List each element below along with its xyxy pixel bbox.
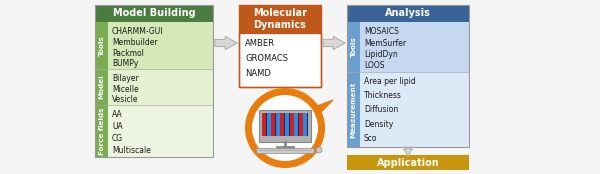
Circle shape [245, 88, 325, 168]
Text: Analysis: Analysis [385, 9, 431, 18]
Polygon shape [215, 37, 237, 49]
Text: Area per lipid: Area per lipid [364, 77, 416, 86]
Text: MOSAICS: MOSAICS [364, 27, 399, 36]
Bar [294, 113, 298, 136]
Bar [262, 113, 266, 136]
Circle shape [316, 147, 322, 153]
Bar [290, 113, 293, 136]
Bar [276, 113, 280, 136]
Text: LOOS: LOOS [364, 61, 385, 70]
Text: Tools: Tools [350, 37, 356, 57]
Bar [95, 5, 213, 157]
Bar [95, 5, 213, 22]
Text: Density: Density [364, 120, 393, 129]
Bar [271, 113, 275, 136]
Text: Micelle: Micelle [112, 85, 139, 94]
Bar [262, 113, 308, 136]
Bar [239, 5, 321, 87]
Polygon shape [307, 100, 333, 120]
Bar [266, 113, 271, 136]
Text: NAMD: NAMD [245, 69, 271, 78]
Bar [347, 5, 469, 147]
Bar [304, 113, 307, 136]
Polygon shape [403, 147, 413, 156]
Bar [95, 105, 108, 157]
Text: UA: UA [112, 122, 123, 131]
Text: Measurement: Measurement [350, 81, 356, 138]
Bar [239, 33, 321, 87]
Text: Membuilder: Membuilder [112, 38, 158, 47]
Bar [280, 113, 284, 136]
Polygon shape [323, 37, 345, 49]
Bar [360, 72, 469, 147]
Text: Application: Application [377, 157, 439, 168]
Text: Force fields: Force fields [98, 107, 104, 155]
Text: Multiscale: Multiscale [112, 146, 151, 155]
Bar [256, 148, 314, 153]
Text: AA: AA [112, 110, 123, 119]
Text: CHARMM-GUI: CHARMM-GUI [112, 27, 163, 36]
Bar [299, 113, 303, 136]
Text: Tools: Tools [98, 35, 104, 56]
Text: Thickness: Thickness [364, 91, 402, 100]
Text: Model: Model [98, 75, 104, 99]
Bar [108, 69, 213, 105]
Text: Model Building: Model Building [113, 9, 196, 18]
Bar [285, 113, 289, 136]
Bar [347, 155, 469, 170]
Bar [95, 22, 108, 69]
Bar [108, 105, 213, 157]
Bar [239, 5, 321, 33]
Text: Bilayer: Bilayer [112, 74, 139, 83]
Text: Sco: Sco [364, 134, 377, 143]
Bar [360, 22, 469, 72]
Text: GROMACS: GROMACS [245, 54, 288, 63]
Text: AMBER: AMBER [245, 39, 275, 48]
Circle shape [252, 95, 318, 161]
Bar [347, 5, 469, 22]
Bar [108, 22, 213, 69]
Bar [259, 110, 311, 142]
Text: BUMPy: BUMPy [112, 59, 139, 68]
Text: CG: CG [112, 134, 123, 143]
Text: Packmol: Packmol [112, 49, 144, 57]
Bar [347, 72, 360, 147]
Text: LipidDyn: LipidDyn [364, 50, 398, 59]
Text: Vesicle: Vesicle [112, 95, 139, 104]
Text: MemSurfer: MemSurfer [364, 38, 406, 48]
Text: Diffusion: Diffusion [364, 105, 398, 114]
Bar [347, 22, 360, 72]
Text: Molecular
Dynamics: Molecular Dynamics [253, 8, 307, 30]
Bar [95, 69, 108, 105]
